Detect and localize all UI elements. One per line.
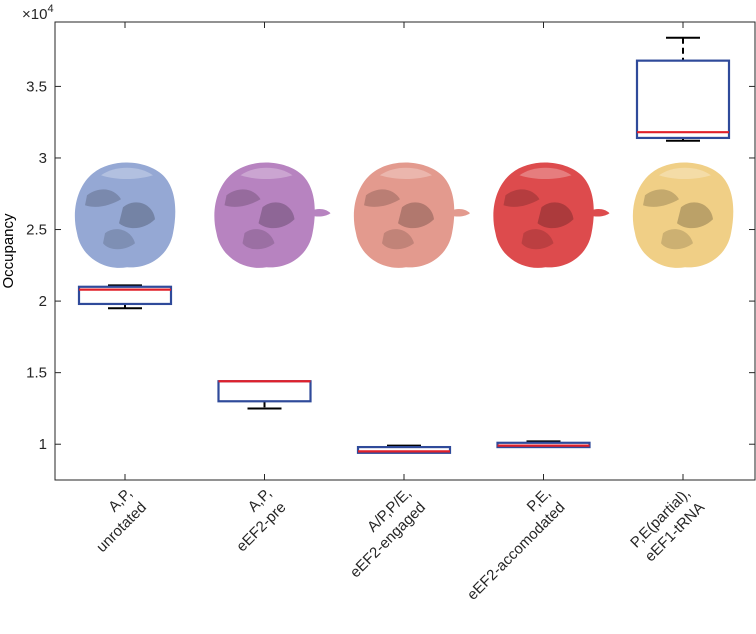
ribosome-structure-image (632, 162, 734, 268)
y-axis-ticks: 1 1.5 2 2.5 3 3.5 (26, 78, 755, 453)
ribosome-protrusion (450, 209, 470, 217)
plot-area-frame (54, 21, 756, 481)
box-group (356, 444, 452, 454)
ribosome-shadow (661, 229, 693, 250)
ribosome-shadow (643, 189, 679, 207)
ribosome-shadow (677, 202, 713, 229)
category-label: A,P,eEF2-pre (233, 485, 289, 555)
ribosome-shadow (503, 189, 540, 207)
ribosome-structure-image (214, 162, 331, 268)
y-axis-title: Occupancy (0, 213, 17, 289)
y-exponent-label: ×104 (22, 3, 54, 23)
ribosome-structure-image (74, 162, 176, 268)
ribosome-shadow (85, 189, 121, 207)
ribosome-shadow (103, 229, 135, 250)
box-iqr (217, 380, 312, 403)
y-tick-label: 3.5 (26, 78, 47, 95)
box-group (635, 36, 731, 142)
box-group (77, 284, 173, 310)
ribosome-highlight (101, 167, 153, 180)
y-tick-label: 2.5 (26, 222, 47, 239)
ribosome-shadow (398, 202, 434, 229)
ribosome-body (214, 162, 315, 268)
category-label: P,E,eEF2-accomodated (464, 485, 569, 604)
ribosome-body (353, 162, 455, 268)
box-iqr (356, 445, 452, 454)
box-iqr (635, 59, 731, 140)
category-label: A,P,unrotated (93, 485, 150, 556)
ribosome-structure-image (493, 162, 610, 268)
category-labels: A,P,unrotated A,P,eEF2-pre A/P,P/E,eEF2-en… (93, 485, 708, 604)
ribosome-shadow (537, 202, 574, 229)
ribosome-shadow (224, 189, 261, 207)
ribosome-shadow (364, 189, 400, 207)
x-axis-ticks (124, 22, 684, 480)
category-label-line2: eEF2-accomodated (464, 499, 569, 604)
ribosome-protrusion (589, 209, 610, 217)
ribosome-shadow (242, 229, 275, 250)
y-tick-label: 1 (39, 436, 47, 453)
ribosome-highlight (519, 167, 572, 180)
category-label: A/P,P/E,eEF2-engaged (347, 485, 429, 581)
category-label: P,E(partial),eEF1-tRNA (627, 485, 708, 565)
box-series (77, 36, 731, 454)
ribosome-shadow (258, 202, 295, 229)
ribosome-structure-image (353, 162, 470, 268)
box-group (496, 440, 591, 449)
ribosome-highlight (659, 167, 711, 180)
ribosome-protrusion (310, 209, 331, 217)
y-tick-label: 2 (39, 293, 47, 310)
y-tick-label: 3 (39, 150, 47, 167)
ribosome-highlight (380, 167, 432, 180)
ribosome-shadow (119, 202, 155, 229)
ribosome-shadow (382, 229, 414, 250)
box-group (217, 380, 312, 410)
y-exponent-power: 4 (47, 3, 53, 15)
y-exponent-base: ×10 (22, 6, 47, 23)
box-iqr (77, 285, 173, 306)
ribosome-shadow (521, 229, 554, 250)
ribosome-highlight (240, 167, 293, 180)
ribosome-body (493, 162, 594, 268)
ribosome-body (74, 162, 176, 268)
y-tick-label: 1.5 (26, 365, 47, 382)
ribosome-structure-images (74, 162, 734, 268)
ribosome-body (632, 162, 734, 268)
